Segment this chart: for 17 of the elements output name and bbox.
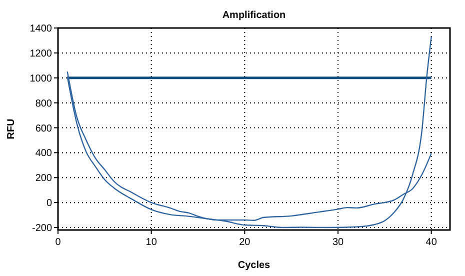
y-tick-label: 1000 xyxy=(30,73,52,84)
y-tick-label: 1200 xyxy=(30,48,52,60)
x-tick-label: 10 xyxy=(146,237,158,248)
y-axis-title: RFU xyxy=(6,118,17,140)
y-tick-label: 1400 xyxy=(30,24,52,34)
x-axis-title: Cycles xyxy=(238,260,271,271)
chart-title: Amplification xyxy=(222,10,286,21)
y-tick-label: 800 xyxy=(35,98,52,110)
y-tick-label: 400 xyxy=(35,148,52,160)
x-tick-label: 20 xyxy=(239,237,251,248)
x-tick-label: 30 xyxy=(332,237,344,248)
y-tick-label: 200 xyxy=(35,173,52,184)
x-tick-label: 0 xyxy=(55,237,62,248)
y-tick-label: 0 xyxy=(46,198,52,210)
y-tick-label: 600 xyxy=(35,123,52,134)
y-tick-label: -200 xyxy=(32,223,52,234)
x-tick-label: 40 xyxy=(426,237,438,248)
